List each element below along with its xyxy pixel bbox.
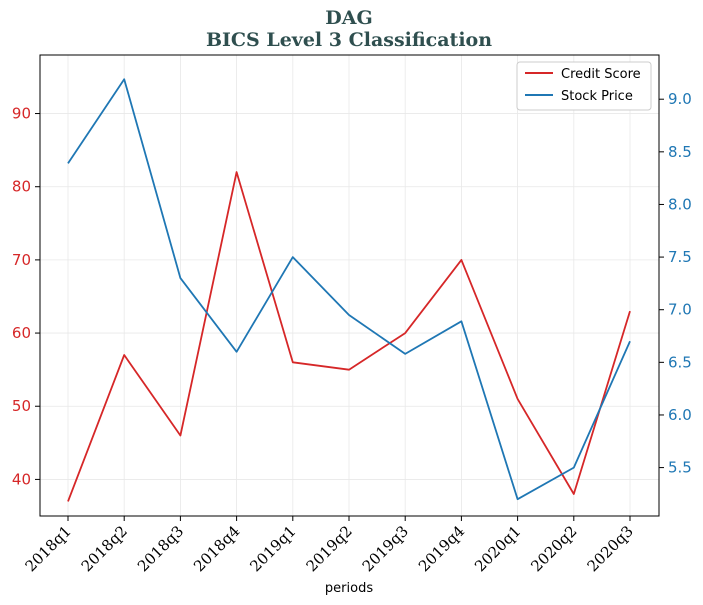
legend-label-credit-score: Credit Score	[561, 67, 641, 82]
x-tick-label: 2020q2	[527, 522, 580, 575]
series-line-credit-score	[67, 171, 631, 502]
y-left-tick-label: 60	[12, 324, 31, 342]
y-right-tick-label: 8.0	[668, 195, 692, 213]
y-right-tick-label: 7.0	[668, 301, 692, 319]
x-tick-label: 2020q1	[471, 522, 524, 575]
x-tick-label: 2018q4	[190, 522, 243, 575]
x-tick-label: 2019q2	[303, 522, 356, 575]
x-tick-label: 2019q3	[359, 522, 412, 575]
legend: Credit Score Stock Price	[516, 61, 652, 111]
y-right-tick-label: 6.0	[668, 406, 692, 424]
y-right-tick-label: 9.0	[668, 90, 692, 108]
y-left-tick-label: 80	[12, 178, 31, 196]
x-tick-label: 2018q2	[78, 522, 131, 575]
x-tick-label: 2018q3	[134, 522, 187, 575]
x-tick-label: 2020q3	[584, 522, 637, 575]
y-left-tick-label: 90	[12, 105, 31, 123]
x-tick-label: 2019q1	[246, 522, 299, 575]
plot-area-frame	[39, 54, 660, 517]
y-left-tick-label: 70	[12, 251, 31, 269]
legend-label-stock-price: Stock Price	[561, 89, 633, 104]
y-right-tick-label: 8.5	[668, 143, 692, 161]
y-right-tick-label: 7.5	[668, 248, 692, 266]
y-left-tick-label: 50	[12, 397, 31, 415]
y-right-tick-label: 5.5	[668, 459, 692, 477]
series-lines	[67, 78, 631, 502]
chart-title: DAG	[325, 7, 372, 29]
x-axis-label: periods	[325, 581, 373, 596]
chart-subtitle: BICS Level 3 Classification	[206, 29, 492, 51]
x-tick-label: 2018q1	[22, 522, 75, 575]
y-right-tick-label: 6.5	[668, 353, 692, 371]
series-line-stock-price	[67, 78, 631, 501]
grid-lines	[40, 55, 659, 516]
y-left-tick-label: 40	[12, 470, 31, 488]
x-tick-label: 2019q4	[415, 522, 468, 575]
